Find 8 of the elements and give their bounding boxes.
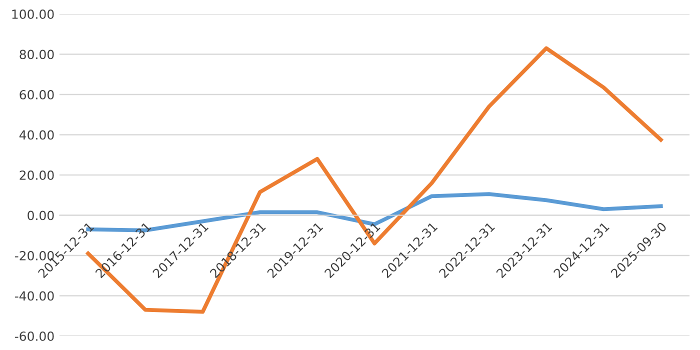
y-tick-label: -60.00 — [14, 331, 54, 341]
y-tick-label: -40.00 — [14, 291, 54, 301]
y-tick-label: 20.00 — [20, 170, 54, 180]
y-tick-label: 40.00 — [19, 130, 54, 140]
y-tick-label: 0.00 — [28, 210, 54, 220]
y-tick-label: 100.00 — [12, 9, 54, 19]
y-tick-label: 80.00 — [20, 50, 54, 60]
y-tick-label: 60.00 — [20, 90, 54, 100]
